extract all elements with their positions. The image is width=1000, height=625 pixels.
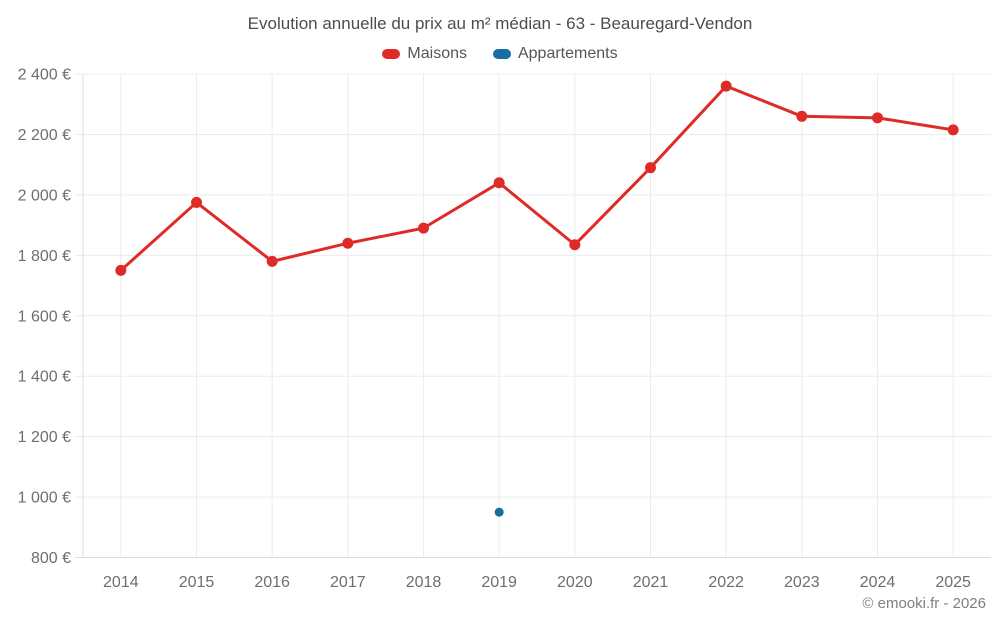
x-axis-tick-label: 2019 bbox=[481, 574, 517, 591]
legend-label-maisons: Maisons bbox=[407, 45, 467, 62]
maisons-legend-marker-icon bbox=[382, 49, 401, 59]
data-point-maisons[interactable] bbox=[342, 237, 354, 249]
data-point-maisons[interactable] bbox=[645, 162, 656, 174]
y-axis-tick-label: 2 200 € bbox=[18, 127, 71, 144]
x-axis-tick-label: 2023 bbox=[784, 574, 820, 591]
x-axis-tick-label: 2025 bbox=[935, 574, 971, 591]
data-point-maisons[interactable] bbox=[418, 222, 429, 234]
y-axis-tick-label: 1 600 € bbox=[18, 308, 71, 325]
data-point-maisons[interactable] bbox=[947, 124, 959, 136]
data-point-maisons[interactable] bbox=[493, 177, 505, 189]
y-axis-tick-label: 1 200 € bbox=[18, 429, 71, 446]
data-point-appartements[interactable] bbox=[494, 507, 504, 517]
data-point-maisons[interactable] bbox=[569, 239, 581, 251]
chart-legend: Maisons Appartements bbox=[0, 45, 1000, 63]
data-point-maisons[interactable] bbox=[191, 196, 202, 208]
x-axis-tick-label: 2017 bbox=[330, 574, 366, 591]
data-point-maisons[interactable] bbox=[872, 112, 883, 124]
x-axis-tick-label: 2024 bbox=[860, 574, 896, 591]
x-axis-tick-label: 2014 bbox=[103, 574, 139, 591]
data-point-maisons[interactable] bbox=[796, 110, 808, 122]
data-point-maisons[interactable] bbox=[115, 264, 127, 276]
x-axis-tick-label: 2020 bbox=[557, 574, 593, 591]
data-point-maisons[interactable] bbox=[266, 255, 278, 267]
x-axis-tick-label: 2015 bbox=[179, 574, 215, 591]
x-axis-tick-label: 2022 bbox=[708, 574, 744, 591]
data-point-maisons[interactable] bbox=[720, 80, 732, 92]
legend-item-maisons[interactable]: Maisons bbox=[382, 45, 467, 63]
appartements-legend-marker-icon bbox=[492, 49, 511, 59]
legend-item-appartements[interactable]: Appartements bbox=[492, 45, 618, 63]
copyright-credit: © emooki.fr - 2026 bbox=[862, 595, 986, 612]
y-axis-tick-label: 1 400 € bbox=[18, 369, 71, 386]
y-axis-tick-label: 2 000 € bbox=[18, 187, 71, 204]
y-axis-tick-label: 1 000 € bbox=[18, 490, 71, 507]
legend-label-appartements: Appartements bbox=[517, 45, 618, 62]
series-line-maisons bbox=[119, 84, 955, 272]
y-axis-tick-label: 800 € bbox=[31, 550, 71, 567]
x-axis-tick-label: 2016 bbox=[254, 574, 290, 591]
y-axis-tick-label: 1 800 € bbox=[18, 248, 71, 265]
x-axis-tick-label: 2021 bbox=[633, 574, 669, 591]
y-axis-tick-label: 2 400 € bbox=[18, 67, 71, 84]
chart-title: Evolution annuelle du prix au m² médian … bbox=[247, 14, 753, 33]
x-axis-tick-label: 2018 bbox=[406, 574, 442, 591]
